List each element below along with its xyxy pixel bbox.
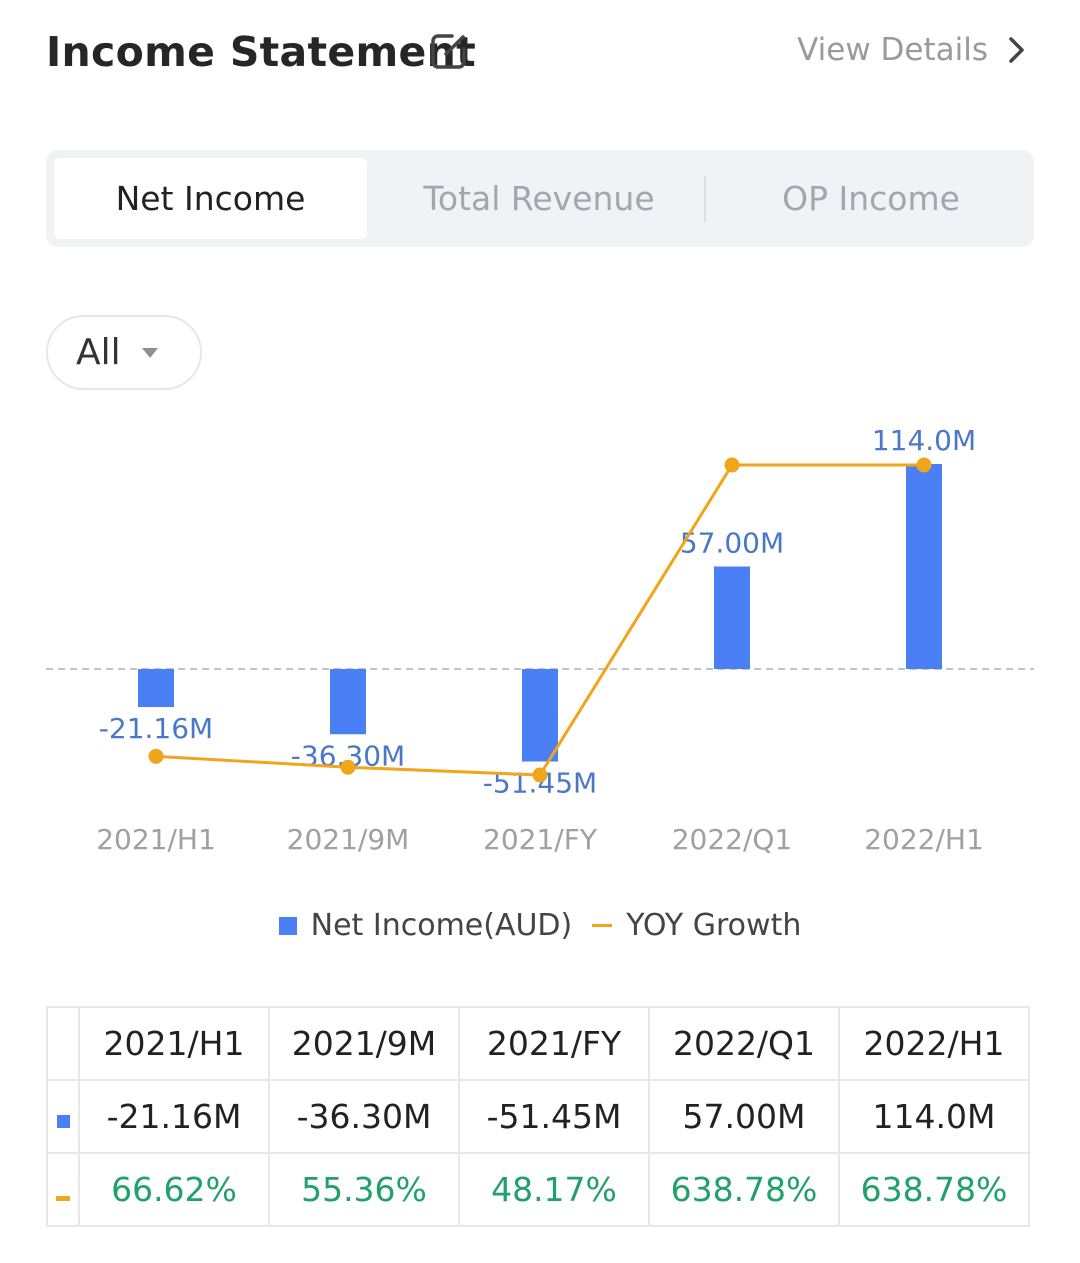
yoy-growth-point [916,457,932,473]
table-cell: 48.17% [458,1152,650,1227]
period-filter-dropdown[interactable]: All [46,315,202,390]
yoy-growth-point [340,759,356,775]
yoy-growth-point [724,457,740,473]
table-cell: -51.45M [458,1079,650,1154]
legend-net-income-label: Net Income(AUD) [310,908,573,943]
net-income-row-marker [46,1079,80,1154]
income-data-table: 2021/H1 2021/9M 2021/FY 2022/Q1 2022/H1 … [46,1006,1030,1227]
x-axis-tick-label: 2021/H1 [96,823,216,856]
tab-total-revenue[interactable]: Total Revenue [423,179,655,218]
bar-net-income [522,669,558,762]
table-cell: 57.00M [648,1079,840,1154]
table-cell: 638.78% [838,1152,1030,1227]
page-title: Income Statement [46,28,477,76]
table-cell: 638.78% [648,1152,840,1227]
yoy-growth-row-marker [46,1152,80,1227]
x-axis-tick-label: 2022/Q1 [672,823,793,856]
legend-yoy-growth-label: YOY Growth [626,908,802,943]
table-cell: 55.36% [268,1152,460,1227]
table-cell: -21.16M [78,1079,270,1154]
table-header-cell: 2021/FY [458,1006,650,1081]
tab-divider [704,176,706,222]
x-axis-tick-label: 2022/H1 [864,823,984,856]
table-header-cell: 2021/9M [268,1006,460,1081]
bar-square-icon [56,1115,70,1128]
view-details-link[interactable]: View Details [797,32,1028,68]
legend-bar-swatch [278,916,297,935]
table-row-net-income: -21.16M -36.30M -51.45M 57.00M 114.0M [46,1079,1030,1154]
net-income-chart: -21.16M-36.30M-51.45M57.00M114.0M2021/H1… [46,424,1034,856]
bar-value-label: 114.0M [872,424,976,457]
chevron-right-icon [1009,37,1024,63]
tab-op-income[interactable]: OP Income [782,179,960,218]
table-header-cell: 2021/H1 [78,1006,270,1081]
table-corner-cell [46,1006,80,1081]
bar-net-income [714,566,750,669]
tab-net-income[interactable]: Net Income [54,158,367,239]
x-axis-tick-label: 2021/FY [483,823,598,856]
x-axis-tick-label: 2021/9M [287,823,410,856]
legend-net-income[interactable]: Net Income(AUD) [278,908,573,943]
bar-net-income [906,464,942,669]
table-cell: 114.0M [838,1079,1030,1154]
table-row-yoy-growth: 66.62% 55.36% 48.17% 638.78% 638.78% [46,1152,1030,1227]
bar-net-income [138,669,174,708]
line-dash-icon [56,1196,70,1201]
chart-legend: Net Income(AUD) YOY Growth [0,908,1080,943]
table-cell: 66.62% [78,1152,270,1227]
period-filter-label: All [76,332,121,373]
metric-tabs: Net Income Total Revenue OP Income [46,150,1034,247]
table-header-row: 2021/H1 2021/9M 2021/FY 2022/Q1 2022/H1 [46,1006,1030,1081]
edit-icon[interactable] [428,30,470,72]
view-details-label: View Details [797,32,988,68]
table-cell: -36.30M [268,1079,460,1154]
yoy-growth-point [532,767,548,783]
legend-line-swatch [592,924,613,927]
bar-value-label: -21.16M [99,712,213,745]
header: Income Statement View Details [46,26,1036,82]
caret-down-icon [141,347,158,358]
bar-net-income [330,669,366,735]
bar-value-label: 57.00M [680,527,784,560]
table-header-cell: 2022/H1 [838,1006,1030,1081]
legend-yoy-growth[interactable]: YOY Growth [592,908,801,943]
table-header-cell: 2022/Q1 [648,1006,840,1081]
yoy-growth-point [148,748,164,764]
